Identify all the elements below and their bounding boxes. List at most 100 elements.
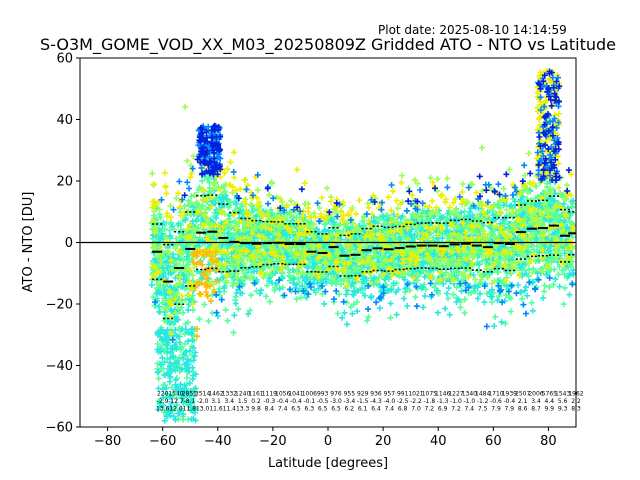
bin-stdev: 11.8 [183,405,197,412]
bin-count: 1227 [448,391,463,398]
bin-count: 1543 [555,391,570,398]
bin-count: 1484 [475,391,490,398]
bin-stdev: 7.2 [425,405,435,412]
scatter-series-orange [190,248,221,340]
bin-count: 3514 [195,391,210,398]
y-tick-label: 60 [56,52,73,67]
bin-mean: 3.4 [225,398,235,405]
x-tick-label: 60 [485,434,502,449]
bin-count: 2006 [528,391,543,398]
bin-count: 1332 [222,391,237,398]
bin-stdev: 12.0 [169,405,183,412]
bin-mean: -4.0 [383,398,395,405]
bin-stdev: 7.9 [491,405,501,412]
bin-count: 2507 [515,391,530,398]
bin-count: 1939 [502,391,517,398]
bin-mean: -1.3 [437,398,449,405]
bin-count: 936 [370,391,382,398]
x-tick-label: −60 [149,434,176,449]
bin-mean: -1.8 [423,398,435,405]
bin-count: 1056 [275,391,290,398]
bin-count: 220 [157,391,169,398]
bin-stdev: 6.1 [358,405,368,412]
bin-count: 1540 [168,391,183,398]
bin-stdev: 6.9 [438,405,448,412]
bin-mean: -4.3 [370,398,382,405]
bin-count: 993 [317,391,329,398]
bin-count: 1006 [302,391,317,398]
x-tick-label: −40 [204,434,231,449]
bin-stdev: 7.0 [411,405,421,412]
y-tick-label: −60 [46,421,73,436]
bin-count: 929 [357,391,369,398]
bin-stdev: 6.5 [291,405,301,412]
bin-mean: -2.2 [410,398,422,405]
bin-stdev: 7.4 [278,405,288,412]
bin-stdev: 11.4 [223,405,237,412]
x-tick-label: 20 [375,434,392,449]
bin-stdev: 9.9 [545,405,555,412]
bin-stdev: 6.5 [318,405,328,412]
bin-count: 1340 [462,391,477,398]
scatter-series-mint [148,170,576,423]
scatter-points [148,68,576,424]
bin-mean: -0.1 [303,398,315,405]
bin-stdev: 9.8 [251,405,261,412]
bin-count: 991 [397,391,409,398]
bin-mean: 5.6 [558,398,568,405]
bin-stdev: 8.4 [265,405,275,412]
bin-stdev: 6.5 [331,405,341,412]
bin-stdev: 7.5 [478,405,488,412]
bin-count: 1119 [262,391,277,398]
x-tick-label: 0 [324,434,332,449]
bin-mean: -2.0 [197,398,209,405]
bin-stdev: 13.6 [156,405,170,412]
x-tick-label: 40 [430,434,447,449]
bin-mean: -0.5 [317,398,329,405]
bin-mean: -0.4 [290,398,302,405]
y-axis-label: ATO - NTO [DU] [21,192,36,293]
y-tick-label: −20 [46,298,73,313]
bin-stdev: 6.2 [345,405,355,412]
bin-count: 1041 [288,391,303,398]
bin-count: 1240 [235,391,250,398]
bin-count: 1161 [248,391,263,398]
bin-stdev: 6.3 [305,405,315,412]
bin-mean: -8.1 [183,398,195,405]
bin-stdev: 8.6 [518,405,528,412]
bin-count: 5765 [542,391,557,398]
bin-mean: -0.4 [503,398,515,405]
bin-mean: 2.1 [518,398,528,405]
x-axis-label: Latitude [degrees] [268,456,388,471]
y-tick-label: 0 [65,236,73,251]
bin-stdev: 7.9 [505,405,515,412]
bin-stdev: 13.3 [236,405,250,412]
bin-mean: -0.4 [277,398,289,405]
bin-mean: 1.5 [238,398,248,405]
bin-mean: 4.4 [545,398,555,405]
bin-mean: -1.0 [450,398,462,405]
x-tick-label: −20 [259,434,286,449]
bin-count: 1075 [422,391,437,398]
bin-mean: -3.0 [330,398,342,405]
bin-stdev: 6.4 [371,405,381,412]
bin-mean: -0.3 [263,398,275,405]
bin-count: 976 [330,391,342,398]
bin-stdev: 13.0 [196,405,210,412]
y-tick-label: 20 [56,175,73,190]
bin-count: 2855 [182,391,197,398]
chart-title: S-O3M_GOME_VOD_XX_M03_20250809Z Gridded … [40,35,616,55]
x-axis: −80 −60 −40 −20 0 20 40 60 80 [94,427,557,449]
bin-mean: -2.9 [157,398,169,405]
bin-mean: -1.5 [357,398,369,405]
bin-mean: -1.0 [463,398,475,405]
bin-mean: 0.2 [251,398,261,405]
bin-mean: -3.4 [343,398,355,405]
bin-count: 1146 [435,391,450,398]
bin-mean: -12.7 [168,398,184,405]
scatter-series-darkblue [181,68,572,216]
bin-count: 1710 [488,391,503,398]
x-tick-label: 80 [540,434,557,449]
bin-mean: -0.6 [490,398,502,405]
